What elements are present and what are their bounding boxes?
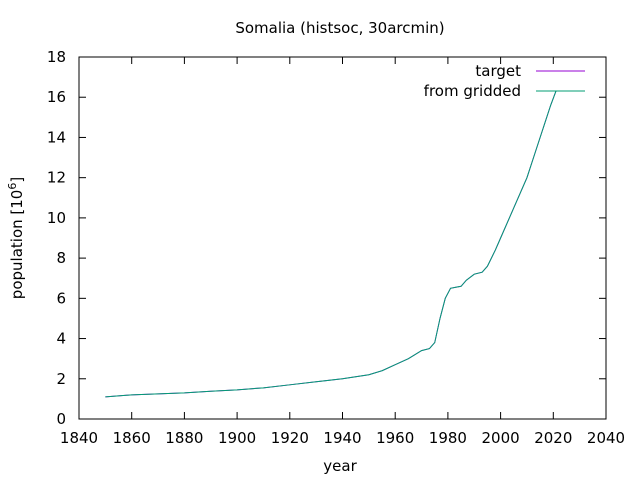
x-tick-label: 1900 [218,429,256,447]
y-tick-label: 2 [56,370,66,388]
y-tick-label: 16 [47,88,66,106]
x-tick-label: 1960 [376,429,414,447]
y-tick-label: 8 [56,249,66,267]
plot-frame [78,56,607,420]
x-tick-label: 1920 [271,429,309,447]
chart-title: Somalia (histsoc, 30arcmin) [235,19,444,37]
y-axis-title-tail: ] [8,177,26,183]
y-tick-label: 12 [47,169,66,187]
series-line-target [105,91,557,398]
x-tick-label: 2000 [482,429,520,447]
y-axis-title-sup: 6 [6,183,19,190]
x-tick-label: 1880 [165,429,203,447]
legend-label-target: target [475,62,521,80]
x-axis-title: year [323,457,357,475]
y-tick-label: 14 [47,128,66,146]
x-tick-label: 1840 [60,429,98,447]
y-axis-title-main: population [10 [8,190,26,300]
y-axis-title: population [106] [6,177,26,299]
x-tick-label: 1940 [323,429,361,447]
legend: target from gridded [424,62,585,100]
y-tick-label: 10 [47,209,66,227]
y-tick-label: 4 [56,330,66,348]
x-tick-label: 2020 [534,429,572,447]
series-layer [105,91,557,398]
x-tick-label: 1980 [429,429,467,447]
x-tick-label: 1860 [113,429,151,447]
x-tick-label: 2040 [587,429,625,447]
legend-label-from-gridded: from gridded [424,82,521,100]
y-tick-label: 6 [56,289,66,307]
y-tick-label: 0 [56,410,66,428]
series-line-from-gridded [105,91,557,398]
ticks-layer: 1840 1860 1880 1900 1920 1940 1960 1980 2000 2020… [47,48,625,447]
y-tick-label: 18 [47,48,66,66]
